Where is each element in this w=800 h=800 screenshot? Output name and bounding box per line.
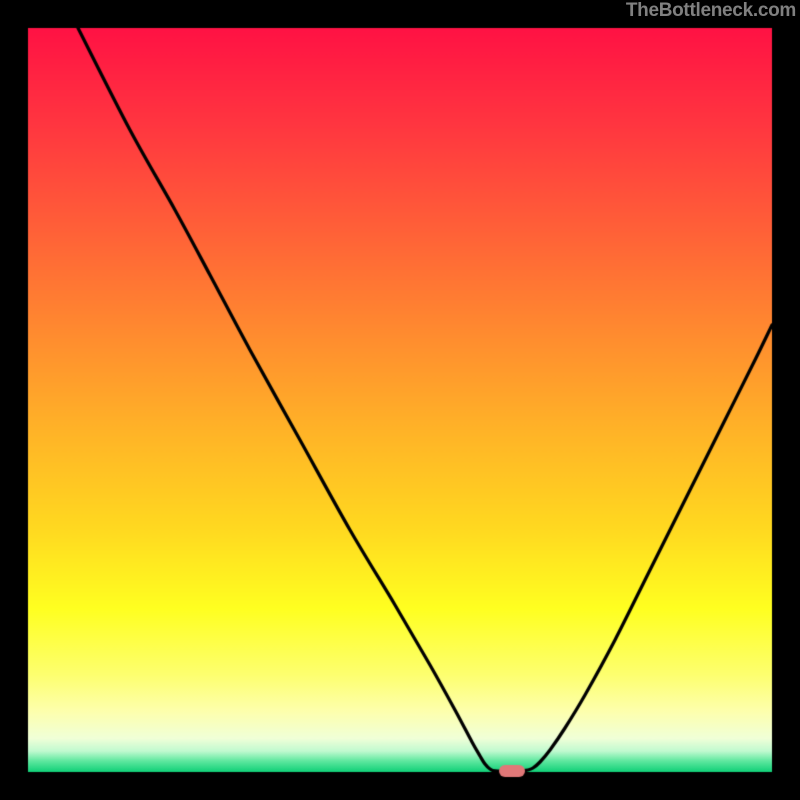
chart-container: TheBottleneck.com (0, 0, 800, 800)
bottleneck-chart-canvas (0, 0, 800, 800)
